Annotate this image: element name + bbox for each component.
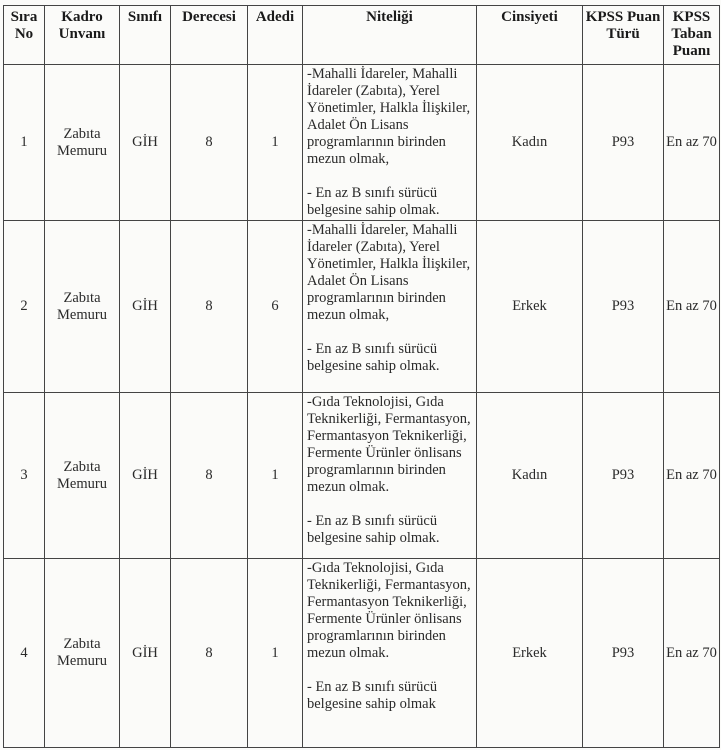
header-sinifi: Sınıfı [119, 5, 171, 65]
kadro-table: Sıra No Kadro Unvanı Sınıfı Derecesi Ade… [3, 5, 720, 748]
header-adedi: Adedi [247, 5, 303, 65]
header-derecesi: Derecesi [170, 5, 248, 65]
niteligi-license: - En az B sınıfı sürücü belgesine sahip … [307, 185, 440, 218]
sira-no-cell: 2 [3, 220, 45, 393]
sinifi-cell: GİH [119, 392, 171, 559]
kpss-taban-puani-cell: En az 70 [663, 220, 720, 393]
niteligi-license: - En az B sınıfı sürücü belgesine sahip … [307, 341, 440, 374]
sinifi-cell: GİH [119, 64, 171, 221]
spacer [307, 168, 472, 185]
niteligi-cell: -Gıda Teknolojisi, Gıda Teknikerliği, Fe… [302, 558, 477, 748]
cinsiyeti-cell: Erkek [476, 220, 583, 393]
sinifi-cell: GİH [119, 558, 171, 748]
spacer [307, 496, 472, 513]
niteligi-cell: -Mahalli İdareler, Mahalli İdareler (Zab… [302, 64, 477, 221]
niteligi-education: -Mahalli İdareler, Mahalli İdareler (Zab… [307, 66, 471, 167]
kpss-taban-puani-cell: En az 70 [663, 558, 720, 748]
cinsiyeti-cell: Erkek [476, 558, 583, 748]
adedi-cell: 1 [247, 64, 303, 221]
spacer [307, 662, 472, 679]
sira-no-cell: 3 [3, 392, 45, 559]
header-sira-no: Sıra No [3, 5, 45, 65]
niteligi-education: -Gıda Teknolojisi, Gıda Teknikerliği, Fe… [307, 394, 471, 495]
header-kpss-taban-puani: KPSS Taban Puanı [663, 5, 720, 65]
adedi-cell: 1 [247, 392, 303, 559]
sira-no-cell: 4 [3, 558, 45, 748]
cinsiyeti-cell: Kadın [476, 64, 583, 221]
niteligi-education: -Gıda Teknolojisi, Gıda Teknikerliği, Fe… [307, 560, 471, 661]
niteligi-education: -Mahalli İdareler, Mahalli İdareler (Zab… [307, 222, 471, 323]
kpss-taban-puani-cell: En az 70 [663, 64, 720, 221]
kpss-puan-turu-cell: P93 [582, 558, 664, 748]
spacer [307, 324, 472, 341]
niteligi-license: - En az B sınıfı sürücü belgesine sahip … [307, 513, 440, 546]
table-row: 4 Zabıta Memuru GİH 8 1 -Gıda Teknolojisi, Gı… [3, 558, 720, 748]
cinsiyeti-cell: Kadın [476, 392, 583, 559]
table-row: 3 Zabıta Memuru GİH 8 1 -Gıda Teknolojisi, Gı… [3, 392, 720, 559]
sira-no-cell: 1 [3, 64, 45, 221]
table-row: 2 Zabıta Memuru GİH 8 6 -Mahalli İdareler, Ma… [3, 220, 720, 393]
sinifi-cell: GİH [119, 220, 171, 393]
kadro-unvani-cell: Zabıta Memuru [44, 220, 120, 393]
niteligi-cell: -Gıda Teknolojisi, Gıda Teknikerliği, Fe… [302, 392, 477, 559]
adedi-cell: 1 [247, 558, 303, 748]
kpss-puan-turu-cell: P93 [582, 392, 664, 559]
table-row: 1 Zabıta Memuru GİH 8 1 -Mahalli İdareler, Ma… [3, 64, 720, 221]
header-cinsiyeti: Cinsiyeti [476, 5, 583, 65]
niteligi-license: - En az B sınıfı sürücü belgesine sahip … [307, 679, 438, 712]
kpss-puan-turu-cell: P93 [582, 64, 664, 221]
adedi-cell: 6 [247, 220, 303, 393]
header-row: Sıra No Kadro Unvanı Sınıfı Derecesi Ade… [3, 5, 720, 65]
kadro-unvani-cell: Zabıta Memuru [44, 392, 120, 559]
derecesi-cell: 8 [170, 558, 248, 748]
header-kpss-puan-turu: KPSS Puan Türü [582, 5, 664, 65]
derecesi-cell: 8 [170, 220, 248, 393]
kadro-unvani-cell: Zabıta Memuru [44, 64, 120, 221]
derecesi-cell: 8 [170, 64, 248, 221]
header-niteligi: Niteliği [302, 5, 477, 65]
kpss-puan-turu-cell: P93 [582, 220, 664, 393]
kadro-unvani-cell: Zabıta Memuru [44, 558, 120, 748]
kpss-taban-puani-cell: En az 70 [663, 392, 720, 559]
niteligi-cell: -Mahalli İdareler, Mahalli İdareler (Zab… [302, 220, 477, 393]
header-kadro-unvani: Kadro Unvanı [44, 5, 120, 65]
derecesi-cell: 8 [170, 392, 248, 559]
